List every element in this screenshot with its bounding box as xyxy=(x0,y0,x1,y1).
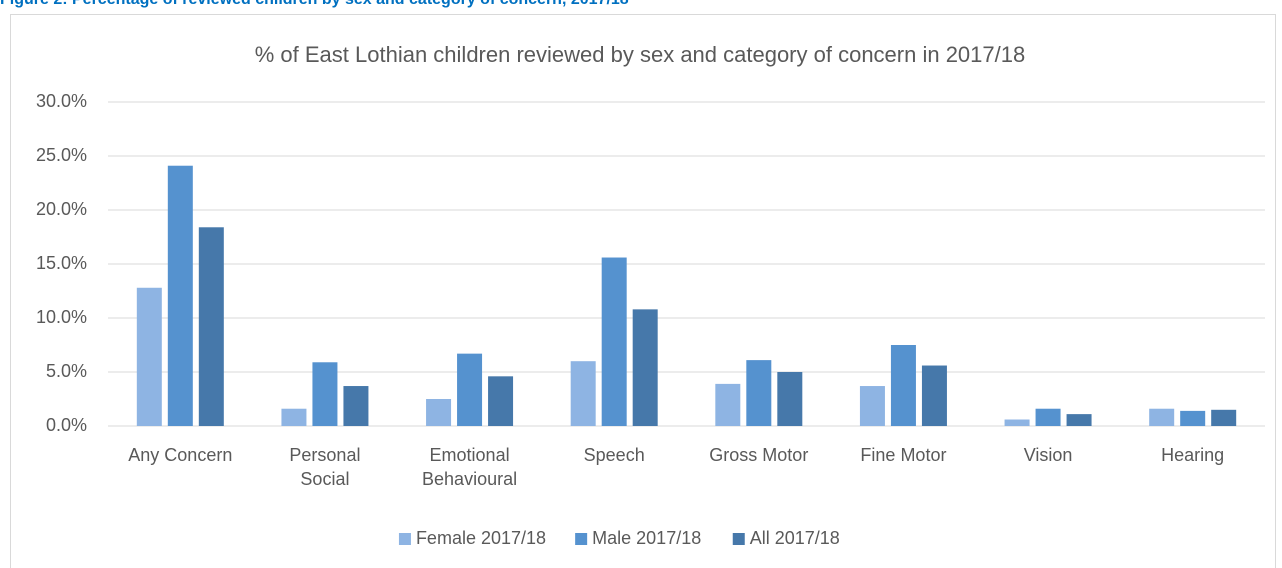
legend-swatch xyxy=(575,533,588,545)
bar xyxy=(488,376,514,426)
x-tick-label: Emotional Behavioural xyxy=(422,445,518,489)
bar xyxy=(890,345,916,426)
y-tick-label: 5.0% xyxy=(46,361,87,381)
bar xyxy=(281,408,307,426)
x-tick-label: Vision xyxy=(1023,445,1073,465)
bar xyxy=(457,353,483,426)
bar xyxy=(601,257,627,426)
bar xyxy=(1035,408,1061,426)
figure-caption: Figure 2: Percentage of reviewed childre… xyxy=(0,0,629,9)
y-tick-label: 20.0% xyxy=(36,199,87,219)
bar xyxy=(746,360,772,426)
x-tick-label: Hearing xyxy=(1161,445,1225,465)
x-tick-label: Speech xyxy=(583,445,645,465)
y-tick-label: 25.0% xyxy=(36,145,87,165)
y-tick-label: 30.0% xyxy=(36,91,87,111)
legend-label: Male 2017/18 xyxy=(592,528,701,548)
bar xyxy=(1066,414,1092,426)
bar xyxy=(312,362,338,426)
legend-swatch xyxy=(732,533,745,545)
bar xyxy=(859,386,885,426)
bar xyxy=(1180,410,1206,426)
y-tick-label: 15.0% xyxy=(36,253,87,273)
bar xyxy=(198,227,224,426)
bar xyxy=(426,399,452,426)
bar xyxy=(1004,419,1030,426)
bar xyxy=(777,372,803,426)
bar xyxy=(136,287,162,426)
chart-frame xyxy=(10,14,1276,568)
bar xyxy=(1149,408,1175,426)
y-tick-label: 10.0% xyxy=(36,307,87,327)
bar xyxy=(570,361,596,426)
x-tick-label: Any Concern xyxy=(128,445,233,465)
bar xyxy=(715,383,741,426)
bar xyxy=(1211,409,1237,426)
y-tick-label: 0.0% xyxy=(46,415,87,435)
x-tick-label: Fine Motor xyxy=(860,445,947,465)
bar xyxy=(921,365,947,426)
chart-title: % of East Lothian children reviewed by s… xyxy=(255,42,1025,67)
bar xyxy=(632,309,658,426)
bar xyxy=(167,165,193,426)
legend-label: All 2017/18 xyxy=(750,528,840,548)
legend-swatch xyxy=(398,533,411,545)
legend-label: Female 2017/18 xyxy=(416,528,546,548)
x-tick-label: Gross Motor xyxy=(709,445,809,465)
x-tick-label: Personal Social xyxy=(289,445,361,489)
bar xyxy=(343,386,369,426)
